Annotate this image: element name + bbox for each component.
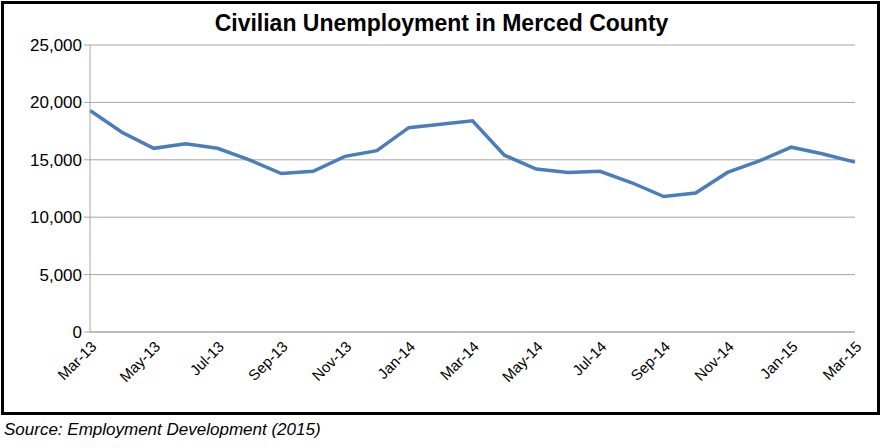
svg-text:Jul-14: Jul-14: [569, 338, 610, 379]
svg-text:Sep-13: Sep-13: [245, 338, 291, 384]
svg-text:25,000: 25,000: [30, 36, 82, 55]
svg-text:Mar-15: Mar-15: [819, 338, 865, 384]
svg-text:May-13: May-13: [116, 338, 163, 385]
svg-text:Mar-13: Mar-13: [54, 338, 100, 384]
html-text:Civilian Unemployment in Merce: Civilian Unemployment in Merced County: [214, 10, 669, 36]
svg-text:Nov-13: Nov-13: [308, 338, 354, 384]
svg-text:Jan-15: Jan-15: [756, 338, 800, 382]
svg-text:Nov-14: Nov-14: [691, 338, 737, 384]
svg-text:Jan-14: Jan-14: [374, 338, 418, 382]
svg-text:May-14: May-14: [499, 338, 546, 385]
svg-text:15,000: 15,000: [30, 151, 82, 170]
svg-text:5,000: 5,000: [39, 266, 82, 285]
svg-text:Sep-14: Sep-14: [627, 338, 673, 384]
html-text:Source: Employment Development: Source: Employment Development (2015): [4, 420, 321, 439]
svg-text:20,000: 20,000: [30, 93, 82, 112]
svg-text:Mar-14: Mar-14: [437, 338, 483, 384]
svg-text:10,000: 10,000: [30, 208, 82, 227]
svg-text:Jul-13: Jul-13: [186, 338, 227, 379]
svg-text:0: 0: [73, 323, 82, 342]
